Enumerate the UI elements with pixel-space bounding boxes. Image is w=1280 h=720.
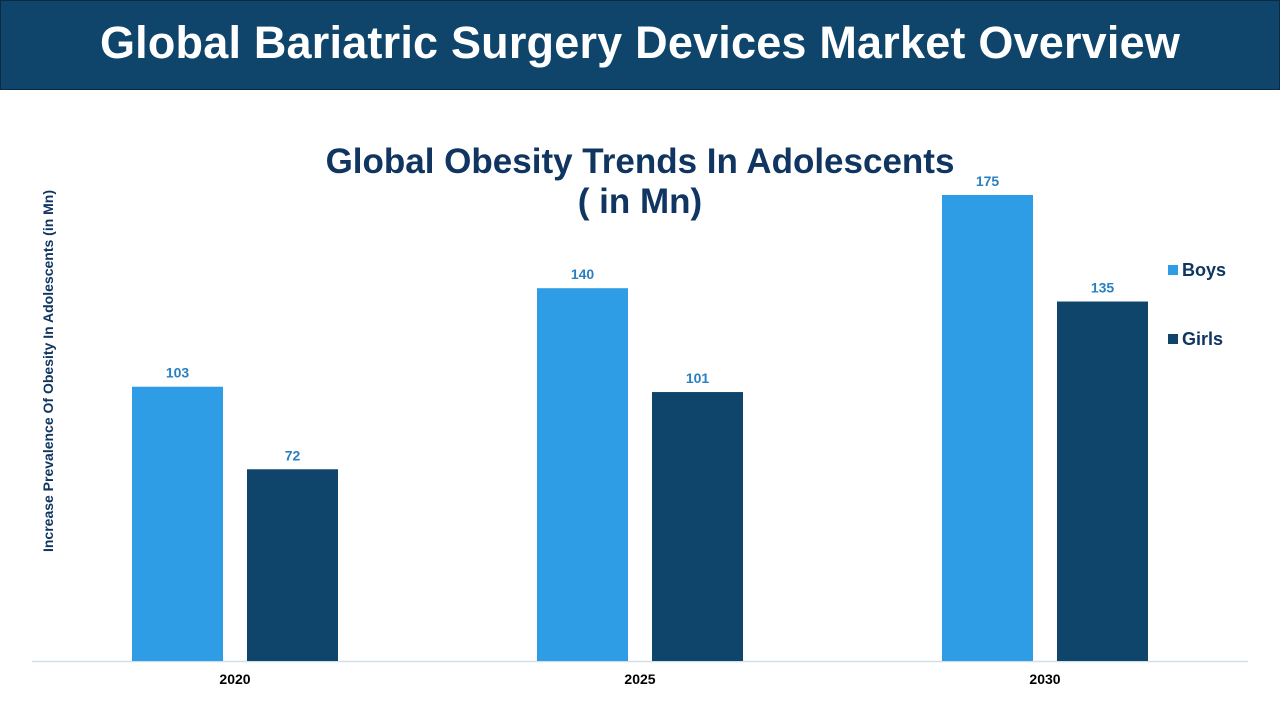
legend: Boys Girls xyxy=(1168,258,1226,396)
bar-girls-2025[interactable] xyxy=(652,392,743,661)
x-tick-label-2020: 2020 xyxy=(219,671,250,687)
data-label-boys-2030: 175 xyxy=(976,173,1000,189)
chart-title: Global Obesity Trends In Adolescents ( i… xyxy=(290,142,990,222)
legend-swatch-girls xyxy=(1168,334,1178,344)
data-label-girls-2030: 135 xyxy=(1091,280,1115,296)
x-tick-label-2030: 2030 xyxy=(1029,671,1060,687)
bar-girls-2030[interactable] xyxy=(1057,301,1148,661)
legend-swatch-boys xyxy=(1168,265,1178,275)
bar-boys-2020[interactable] xyxy=(132,386,223,661)
bar-girls-2020[interactable] xyxy=(247,469,338,661)
legend-item-boys[interactable]: Boys xyxy=(1168,258,1226,282)
data-label-girls-2020: 72 xyxy=(285,447,301,463)
data-label-boys-2025: 140 xyxy=(571,266,595,282)
legend-label-girls: Girls xyxy=(1182,328,1224,349)
legend-item-girls[interactable]: Girls xyxy=(1168,327,1226,351)
x-tick-label-2025: 2025 xyxy=(624,671,655,687)
bar-boys-2030[interactable] xyxy=(942,195,1033,661)
data-label-boys-2020: 103 xyxy=(166,365,190,381)
chart-title-main: Global Obesity Trends In Adolescents xyxy=(325,142,955,181)
chart-title-sub: ( in Mn) xyxy=(577,182,703,221)
data-label-girls-2025: 101 xyxy=(686,370,710,386)
legend-label-boys: Boys xyxy=(1182,259,1227,280)
header-banner: Global Bariatric Surgery Devices Market … xyxy=(0,0,1280,90)
bar-boys-2025[interactable] xyxy=(537,288,628,661)
page-title: Global Bariatric Surgery Devices Market … xyxy=(99,17,1181,68)
